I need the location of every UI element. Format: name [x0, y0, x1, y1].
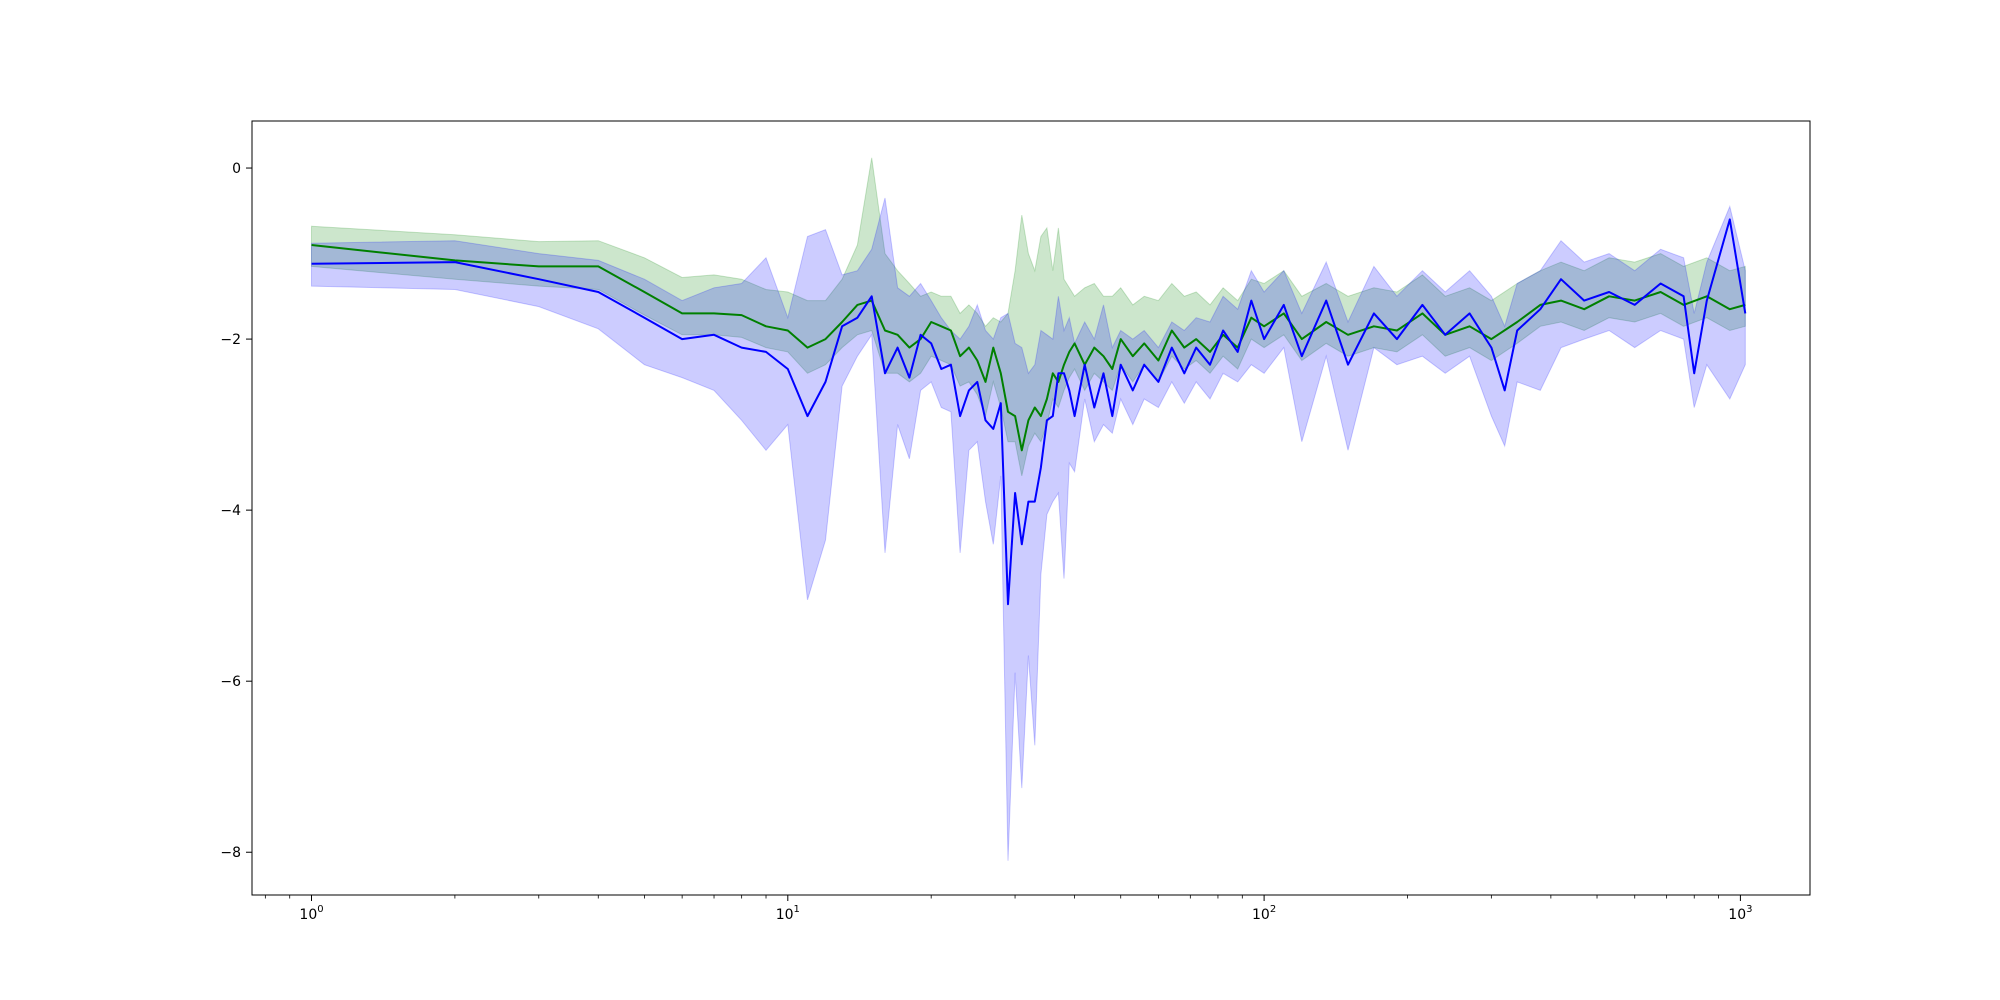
series-lines [311, 218, 1747, 606]
x-tick-label: 100 [299, 904, 323, 923]
y-axis: 0 −2 −4 −6 −8 [220, 161, 252, 861]
x-tick-label-base: 10 [299, 907, 317, 923]
y-tick-label: −8 [220, 845, 241, 861]
y-tick-label: −4 [220, 503, 241, 519]
x-tick-label-exponent: 1 [794, 904, 800, 915]
plot-frame [251, 120, 1811, 896]
x-tick-label-exponent: 2 [1270, 904, 1276, 915]
y-tick-label: 0 [232, 161, 241, 177]
series-2-line [311, 218, 1747, 606]
series-1-line [311, 244, 1746, 452]
x-tick-label: 101 [776, 904, 800, 923]
y-tick-label: −2 [220, 332, 241, 348]
x-axis: 100 101 102 103 [264, 895, 1753, 923]
series-2-band [311, 197, 1746, 861]
x-tick-label-base: 10 [1728, 907, 1746, 923]
x-tick-label: 102 [1252, 904, 1276, 923]
y-tick-label: −6 [220, 674, 241, 690]
x-tick-label-exponent: 3 [1746, 904, 1752, 915]
x-tick-label-base: 10 [776, 907, 794, 923]
x-tick-label-exponent: 0 [317, 904, 323, 915]
plot-area [311, 157, 1747, 861]
x-tick-label: 103 [1728, 904, 1752, 923]
x-tick-label-base: 10 [1252, 907, 1270, 923]
